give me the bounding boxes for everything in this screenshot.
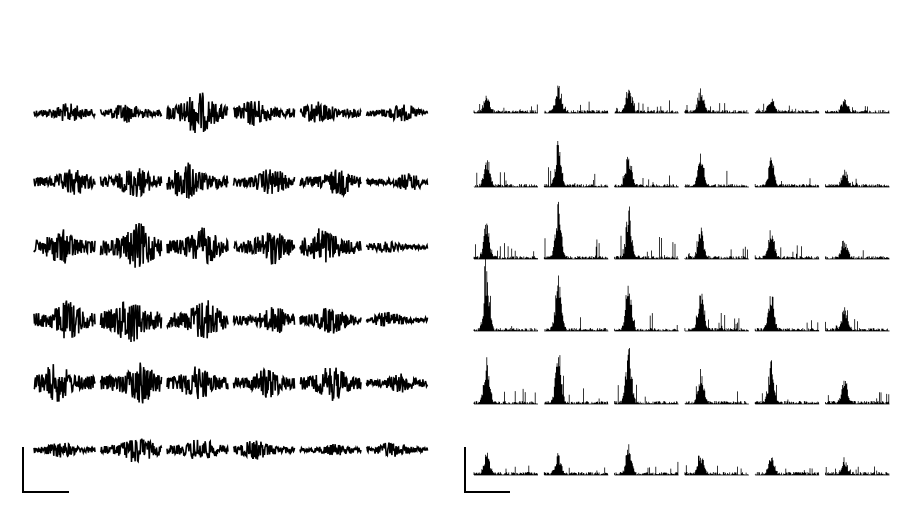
waveform: [166, 366, 229, 400]
histogram: [825, 240, 890, 260]
waveform: [232, 100, 296, 126]
waveform: [166, 92, 229, 134]
histogram: [825, 307, 890, 332]
histogram: [754, 360, 820, 405]
histogram: [543, 453, 609, 476]
waveform: [33, 103, 96, 121]
waveform: [166, 300, 229, 339]
waveform: [99, 168, 163, 198]
histogram: [684, 369, 749, 405]
histogram: [825, 99, 890, 114]
waveform: [365, 104, 429, 123]
histogram: [754, 230, 820, 260]
waveform: [299, 101, 362, 123]
waveform: [99, 223, 163, 268]
histogram: [684, 153, 749, 188]
waveform: [299, 169, 362, 198]
histogram: [473, 256, 538, 332]
waveform: [299, 307, 362, 334]
waveform: [33, 229, 96, 264]
waveform: [166, 439, 229, 460]
waveform: [232, 366, 296, 398]
histogram: [543, 201, 609, 260]
histogram-grid: [473, 85, 890, 476]
histogram: [614, 156, 679, 188]
waveform: [166, 162, 229, 199]
waveform: [33, 169, 96, 195]
histogram: [614, 348, 679, 405]
histogram: [473, 95, 538, 114]
waveform: [33, 364, 96, 402]
waveform: [99, 362, 163, 404]
histogram: [473, 160, 538, 188]
histogram: [614, 89, 679, 114]
waveform: [299, 228, 362, 263]
histogram: [684, 227, 749, 260]
waveform-grid: [33, 92, 429, 464]
waveform: [365, 173, 429, 191]
waveform: [233, 232, 296, 265]
waveform: [365, 373, 429, 393]
waveform: [299, 444, 362, 456]
histogram: [754, 98, 820, 114]
histogram: [544, 275, 609, 332]
histogram: [614, 444, 679, 476]
histogram: [825, 169, 890, 188]
histogram: [614, 285, 679, 332]
waveform: [232, 440, 296, 460]
histogram: [543, 141, 609, 188]
waveform: [365, 442, 429, 458]
histogram: [614, 206, 679, 260]
histogram: [684, 293, 749, 332]
waveform: [99, 438, 163, 464]
waveform: [33, 442, 96, 458]
histogram: [684, 88, 749, 114]
waveform: [365, 240, 429, 254]
waveform: [365, 311, 429, 327]
histogram: [543, 85, 609, 114]
waveform: [299, 367, 362, 401]
histogram: [473, 452, 538, 476]
waveform: [99, 104, 163, 123]
histogram: [754, 457, 820, 476]
waveform: [33, 300, 96, 339]
waveform: [232, 307, 296, 334]
histogram: [684, 455, 749, 476]
histogram: [825, 380, 890, 405]
waveform: [232, 169, 296, 194]
histogram: [543, 355, 609, 405]
histogram: [754, 296, 820, 332]
histogram: [473, 357, 538, 405]
waveform: [99, 301, 163, 343]
histogram: [754, 157, 820, 188]
histogram: [825, 457, 890, 476]
histogram: [473, 223, 538, 260]
waveform: [166, 227, 229, 265]
